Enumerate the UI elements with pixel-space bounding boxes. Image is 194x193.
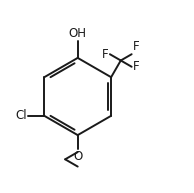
- Text: O: O: [73, 150, 82, 163]
- Text: F: F: [133, 40, 139, 53]
- Text: F: F: [133, 60, 140, 73]
- Text: OH: OH: [69, 27, 87, 40]
- Text: F: F: [102, 48, 108, 61]
- Text: Cl: Cl: [15, 109, 27, 122]
